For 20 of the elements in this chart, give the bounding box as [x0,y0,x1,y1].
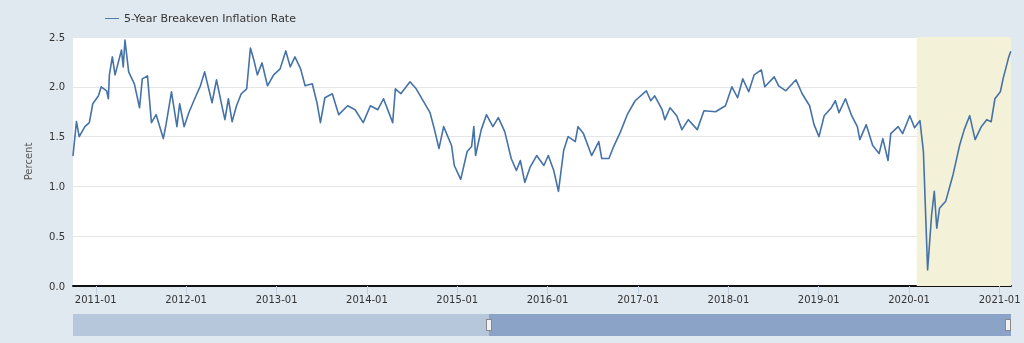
y-tick-label: 0.5 [49,230,65,242]
x-tick-label: 2018-01 [707,293,750,305]
y-axis-title: Percent [22,142,34,181]
x-tick-label: 2020-01 [888,293,930,305]
x-tick-label: 2012-01 [165,293,207,305]
line-series [72,39,1012,271]
y-tick-label: 2.0 [49,81,65,93]
y-tick-label: 1.0 [49,180,65,192]
x-tick-label: 2011-01 [74,293,117,305]
x-tick-label: 2016-01 [526,293,569,305]
y-tick-label: 1.5 [49,131,65,143]
x-tick-label: 2017-01 [617,293,660,305]
x-tick-label: 2015-01 [436,293,479,305]
x-tick-label: 2014-01 [346,293,388,305]
legend-label: 5-Year Breakeven Inflation Rate [124,12,297,25]
x-tick-label: 2021-01 [978,293,1021,305]
y-tick-label: 0.0 [49,280,65,292]
x-tick-label: 2019-01 [797,293,840,305]
x-tick-label: 2013-01 [255,293,298,305]
y-tick-label: 2.5 [49,31,65,43]
